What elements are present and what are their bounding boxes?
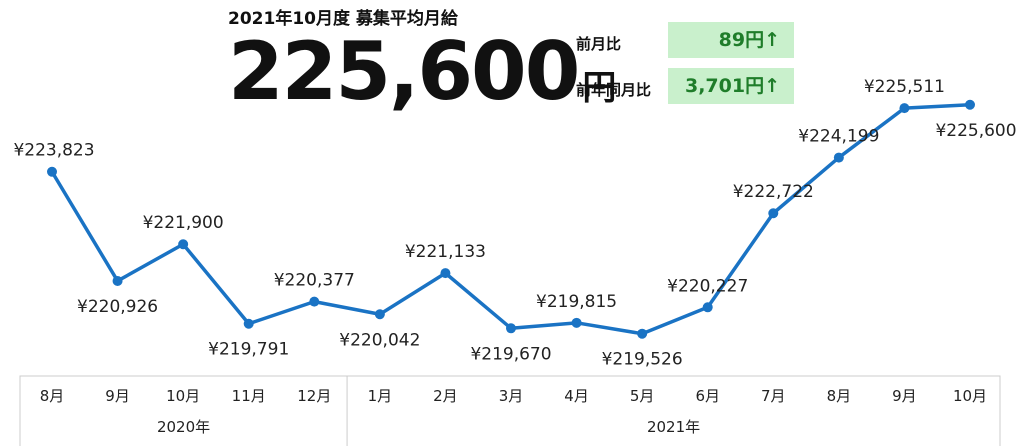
data-label: ¥221,900 (143, 213, 224, 233)
group-label: 2020年 (157, 418, 210, 436)
x-tick-label: 8月 (40, 387, 65, 405)
data-label: ¥221,133 (405, 242, 486, 262)
data-label: ¥220,926 (77, 297, 158, 317)
group-label: 2021年 (647, 418, 700, 436)
data-point (702, 302, 713, 313)
data-point (243, 318, 254, 329)
data-point (178, 239, 189, 250)
data-label: ¥220,377 (274, 271, 355, 291)
data-point (637, 328, 648, 339)
average-salary-number: 225,600 (228, 25, 580, 118)
x-tick-label: 2月 (433, 387, 458, 405)
x-tick-label: 10月 (953, 387, 987, 405)
x-tick-label: 10月 (166, 387, 200, 405)
x-tick-label: 8月 (827, 387, 852, 405)
x-tick-label: 6月 (695, 387, 720, 405)
data-point (965, 99, 975, 110)
data-label: ¥224,199 (798, 127, 879, 147)
data-label: ¥219,791 (208, 340, 289, 360)
data-label: ¥223,823 (13, 141, 94, 161)
data-point (440, 268, 451, 279)
data-label: ¥222,722 (733, 182, 814, 202)
x-tick-label: 7月 (761, 387, 786, 405)
x-tick-label: 3月 (499, 387, 524, 405)
data-point (899, 103, 910, 114)
data-point (47, 166, 57, 177)
x-tick-label: 9月 (892, 387, 917, 405)
x-tick-label: 5月 (630, 387, 655, 405)
average-salary-value: 225,600 円 (228, 32, 616, 112)
data-label: ¥225,511 (864, 77, 945, 97)
average-salary-unit: 円 (582, 68, 617, 108)
x-tick-label: 4月 (564, 387, 589, 405)
yoy-badge: 3,701円↑ (668, 68, 794, 104)
chart-title: 2021年10月度 募集平均月給 (228, 9, 458, 29)
x-tick-label: 9月 (105, 387, 130, 405)
data-label: ¥220,042 (339, 330, 420, 350)
data-label: ¥219,526 (602, 350, 683, 370)
data-label: ¥220,227 (667, 276, 748, 296)
x-tick-label: 1月 (368, 387, 393, 405)
data-label: ¥219,670 (470, 344, 551, 364)
x-axis-frame (19, 375, 1001, 446)
data-point (571, 317, 582, 328)
data-point (768, 208, 779, 219)
mom-badge: 89円↑ (668, 22, 794, 58)
yoy-label: 前年同月比 (576, 81, 652, 99)
data-point (833, 152, 844, 163)
x-tick-label: 11月 (232, 387, 266, 405)
mom-label: 前月比 (576, 35, 622, 53)
data-point (374, 309, 385, 320)
data-point (112, 275, 123, 286)
data-point (506, 323, 516, 334)
data-point (309, 296, 320, 307)
x-tick-label: 12月 (297, 387, 331, 405)
data-label: ¥225,600 (935, 121, 1016, 141)
data-label: ¥219,815 (536, 292, 617, 312)
